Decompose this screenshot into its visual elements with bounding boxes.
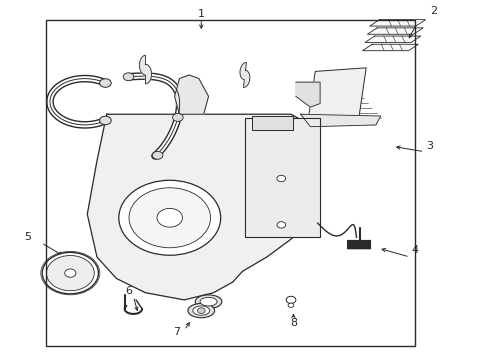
Ellipse shape [195,295,221,308]
Polygon shape [362,44,417,51]
Text: 8: 8 [289,318,296,328]
Circle shape [287,303,293,307]
Circle shape [64,269,76,277]
Polygon shape [139,55,151,84]
Text: 7: 7 [173,327,180,337]
Circle shape [123,73,134,81]
Polygon shape [367,28,422,34]
Circle shape [157,208,182,227]
Polygon shape [87,114,319,300]
Polygon shape [300,114,380,127]
Circle shape [42,252,98,294]
Text: 2: 2 [430,6,437,16]
Polygon shape [295,82,319,107]
Polygon shape [307,68,365,121]
Circle shape [99,79,111,87]
Circle shape [286,296,295,303]
Text: 6: 6 [125,286,132,296]
Text: 4: 4 [410,245,417,255]
Polygon shape [369,20,425,26]
Bar [244,118,319,237]
Bar [46,20,414,346]
Bar [252,116,293,130]
Circle shape [119,180,220,255]
Circle shape [46,256,94,291]
Circle shape [152,151,163,159]
Text: 3: 3 [425,141,432,151]
Polygon shape [240,62,249,87]
Circle shape [276,175,285,182]
Circle shape [99,116,111,125]
Ellipse shape [199,297,217,306]
Ellipse shape [192,306,210,315]
Polygon shape [174,75,208,114]
Ellipse shape [187,303,214,318]
Polygon shape [364,36,420,42]
Circle shape [276,222,285,228]
Circle shape [197,308,205,313]
Circle shape [172,114,183,121]
Circle shape [129,188,210,248]
Text: 1: 1 [197,9,204,19]
Text: 5: 5 [25,232,31,242]
